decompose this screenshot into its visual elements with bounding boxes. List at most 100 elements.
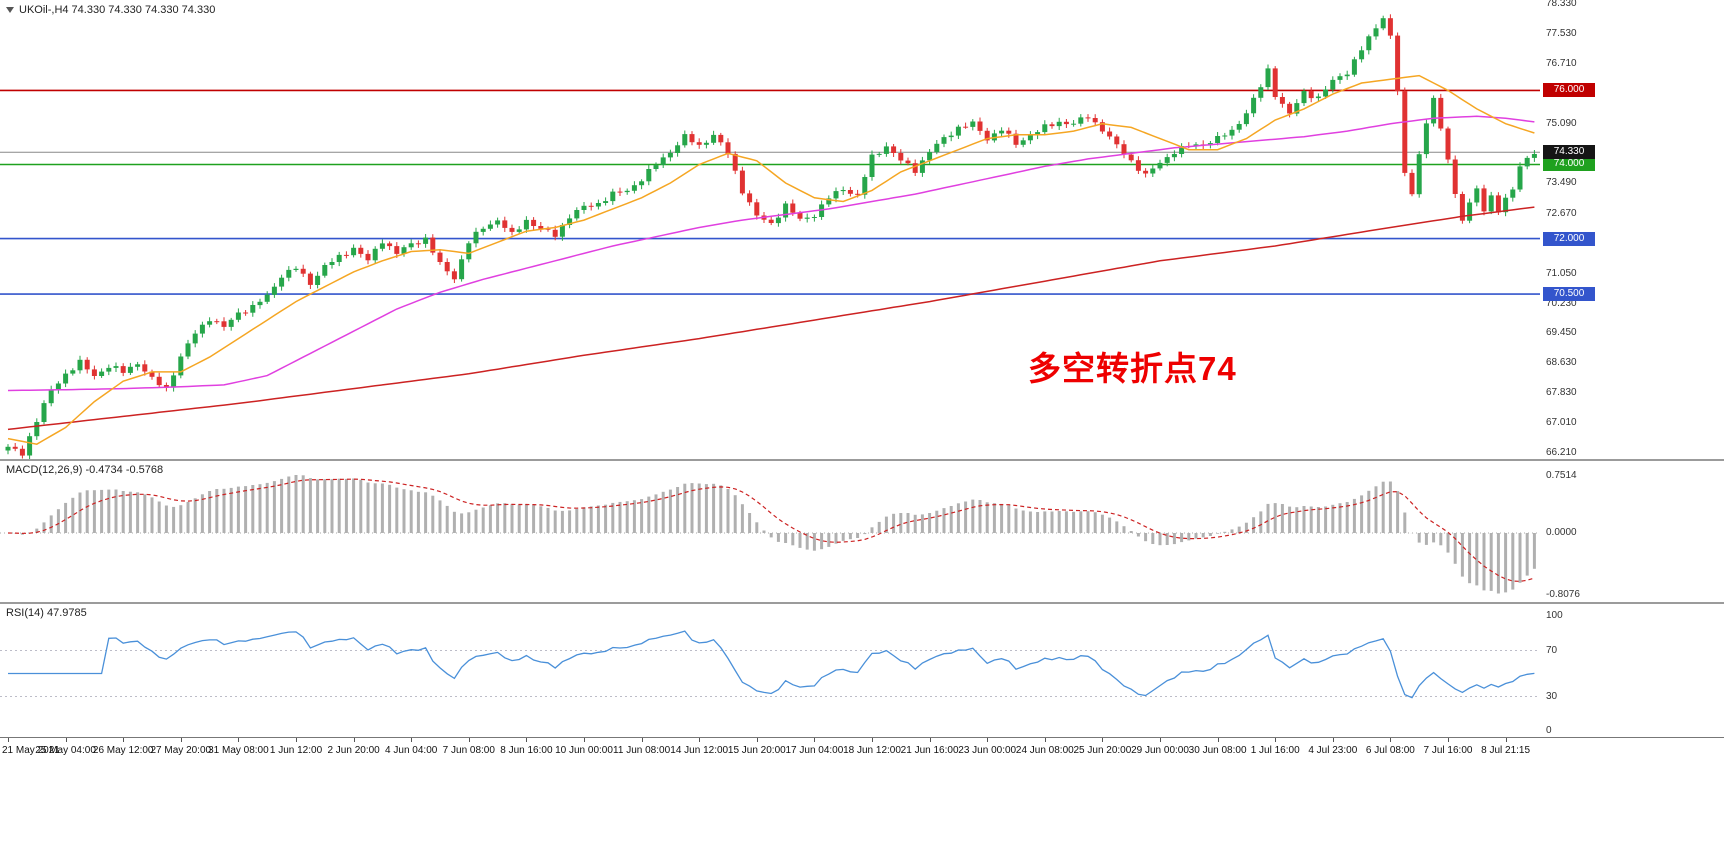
time-label: 8 Jul 21:15 (1481, 745, 1531, 756)
time-label: 24 Jun 08:00 (1015, 745, 1074, 756)
rsi-line (8, 630, 1535, 699)
time-tick-mark (756, 738, 758, 742)
time-tick-mark (1044, 738, 1046, 742)
chart-title-text: UKOil-,H4 74.330 74.330 74.330 74.330 (19, 4, 216, 16)
time-label: 30 Jun 08:00 (1188, 745, 1247, 756)
time-label: 11 Jun 08:00 (613, 745, 671, 756)
price-tick-label: 67.830 (1546, 387, 1577, 399)
time-label: 18 Jun 12:00 (843, 745, 901, 756)
price-tick-label: 70.230 (1546, 298, 1577, 310)
time-label: 27 May 20:00 (150, 745, 212, 756)
time-tick-mark (65, 738, 67, 742)
time-tick-mark (1332, 738, 1334, 742)
time-label: 1 Jun 12:00 (269, 745, 323, 756)
price-tick-label: 67.010 (1546, 417, 1577, 429)
price-axis[interactable]: 78.330 77.530 76.710 75.090 73.490 72.670 71.0… (1543, 0, 1618, 459)
time-label: 15 Jun 20:00 (727, 745, 786, 756)
price-line-badge: 76.000 (1543, 83, 1595, 98)
time-tick-mark (123, 738, 125, 742)
candles (5, 14, 1537, 459)
chart-title: UKOil-,H4 74.330 74.330 74.330 74.330 (6, 4, 215, 16)
time-tick-mark (1275, 738, 1277, 742)
rsi-axis[interactable]: 100 70 30 0 (1543, 604, 1618, 737)
time-tick-mark (814, 738, 816, 742)
macd-label: MACD(12,26,9) -0.4734 -0.5768 (6, 464, 164, 476)
time-tick-mark (584, 738, 585, 742)
mid-ma-line[interactable] (7, 115, 1535, 392)
time-tick-mark (296, 738, 297, 742)
time-label: 17 Jun 04:00 (785, 745, 844, 756)
price-tick-label: 78.330 (1546, 0, 1577, 10)
time-label: 7 Jun 08:00 (442, 745, 495, 756)
time-tick-mark (1505, 738, 1507, 742)
time-label: 2 Jun 20:00 (327, 745, 380, 756)
time-tick-mark (1390, 738, 1392, 742)
price-tick-label: 77.530 (1546, 27, 1577, 39)
rsi-canvas[interactable] (0, 604, 1540, 737)
time-label: 6 Jul 08:00 (1365, 745, 1415, 756)
time-tick-mark (8, 738, 9, 742)
macd-tick-label: 0.0000 (1546, 527, 1577, 538)
price-tick-label: 75.090 (1546, 118, 1577, 130)
time-label: 29 Jun 00:00 (1131, 745, 1189, 756)
rsi-tick-label: 70 (1546, 644, 1558, 656)
time-label: 10 Jun 00:00 (555, 745, 613, 756)
chart-dropdown-icon[interactable] (6, 7, 14, 13)
time-label: 4 Jun 04:00 (385, 745, 438, 756)
time-tick-mark (1448, 738, 1449, 742)
slow-ma-line[interactable] (7, 206, 1535, 431)
price-line-badge: 70.500 (1543, 287, 1595, 302)
rsi-label: RSI(14) 47.9785 (6, 607, 87, 619)
time-label: 23 Jun 00:00 (958, 745, 1017, 756)
time-tick-mark (238, 738, 240, 742)
time-tick-mark (1102, 738, 1104, 742)
time-label: 8 Jun 16:00 (500, 745, 553, 756)
time-tick-mark (699, 738, 701, 742)
macd-canvas[interactable] (0, 461, 1540, 602)
time-tick-mark (872, 738, 873, 742)
macd-axis[interactable]: 0.7514 0.0000 -0.8076 (1543, 461, 1618, 602)
macd-panel[interactable]: MACD(12,26,9) -0.4734 -0.5768 0.7514 0.00… (0, 461, 1724, 602)
time-axis[interactable]: 21 May 2021 25 May 04:00 26 May 12:00 27 Ma… (0, 737, 1724, 761)
price-tick-label: 68.630 (1546, 357, 1577, 369)
time-tick-mark (929, 738, 931, 742)
price-line-badge: 72.000 (1543, 231, 1595, 246)
time-label: 21 Jun 16:00 (900, 745, 959, 756)
time-label: 25 May 04:00 (35, 745, 96, 756)
macd-histogram (13, 475, 1536, 594)
price-tick-label: 66.210 (1546, 447, 1577, 459)
rsi-tick-label: 0 (1546, 725, 1552, 736)
price-tick-label: 73.490 (1546, 177, 1577, 189)
time-tick-mark (353, 738, 355, 742)
time-tick-mark (526, 738, 528, 742)
time-label: 26 May 12:00 (92, 745, 154, 756)
time-tick-mark (411, 738, 413, 742)
macd-tick-label: 0.7514 (1546, 469, 1577, 481)
time-tick-mark (1217, 738, 1219, 742)
time-tick-mark (1160, 738, 1161, 742)
time-tick-mark (180, 738, 182, 742)
time-tick-mark (468, 738, 470, 742)
time-label: 7 Jul 16:00 (1423, 745, 1473, 756)
price-chart-panel[interactable]: UKOil-,H4 74.330 74.330 74.330 74.330 多空… (0, 0, 1724, 459)
time-tick-mark (987, 738, 989, 742)
time-tick-mark (641, 738, 643, 742)
panel-separator-macd[interactable] (0, 459, 1724, 461)
rsi-tick-label: 30 (1546, 690, 1558, 702)
price-chart-canvas[interactable] (0, 0, 1540, 459)
chart-annotation[interactable]: 多空转折点74 (1028, 350, 1237, 387)
panel-separator-rsi[interactable] (0, 602, 1724, 604)
time-label: 21 May 2021 (2, 745, 60, 756)
price-line-badge: 74.000 (1543, 157, 1595, 172)
time-label: 14 Jun 12:00 (670, 745, 729, 756)
price-tick-label: 76.710 (1546, 58, 1577, 70)
time-label: 25 Jun 20:00 (1073, 745, 1132, 756)
rsi-panel[interactable]: RSI(14) 47.9785 100 70 30 0 (0, 604, 1724, 737)
fast-ma-line[interactable] (7, 74, 1535, 445)
current-price-badge: 74.330 (1543, 145, 1595, 160)
price-tick-label: 71.050 (1546, 267, 1577, 279)
time-label: 4 Jul 23:00 (1308, 745, 1358, 756)
price-tick-label: 69.450 (1546, 327, 1577, 339)
rsi-tick-label: 100 (1546, 610, 1563, 621)
